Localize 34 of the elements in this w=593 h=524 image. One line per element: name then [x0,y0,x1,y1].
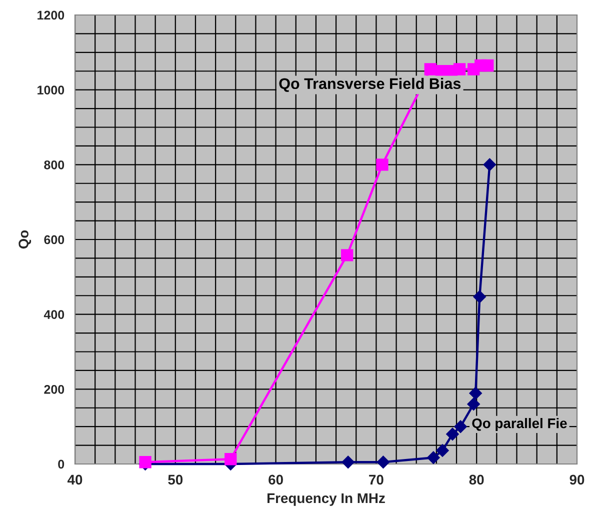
point [342,456,354,469]
point [427,451,440,464]
y-tick-label: 400 [44,310,64,319]
x-tick-label: 70 [369,474,384,485]
point [453,63,466,76]
point [341,249,354,262]
series-label: Qo Transverse Field Bias [279,78,461,92]
point [376,158,388,171]
point [224,453,237,466]
y-tick-label: 1000 [38,86,64,94]
point [446,428,459,440]
series-label: Qo parallel Fie [472,418,567,431]
point [473,290,486,304]
y-tick-label: 1200 [38,10,64,20]
point [436,444,449,457]
x-tick-label: 80 [469,474,484,485]
y-tick-label: 800 [44,160,64,170]
point [469,386,482,400]
x-axis-title: Frequency In MHz [268,493,385,506]
x-tick-label: 40 [67,474,82,485]
point [376,456,390,469]
y-tick-label: 600 [44,235,64,244]
point [482,59,494,72]
point [454,420,467,433]
point [139,456,152,468]
x-tick-label: 60 [268,474,283,485]
x-tick-label: 50 [168,474,183,485]
y-axis-title: Qo [18,230,32,249]
point [467,398,480,411]
y-tick-label: 200 [44,384,64,394]
point [483,158,496,172]
x-tick-label: 90 [570,474,584,485]
point [424,63,436,76]
y-tick-label: 0 [58,460,64,469]
